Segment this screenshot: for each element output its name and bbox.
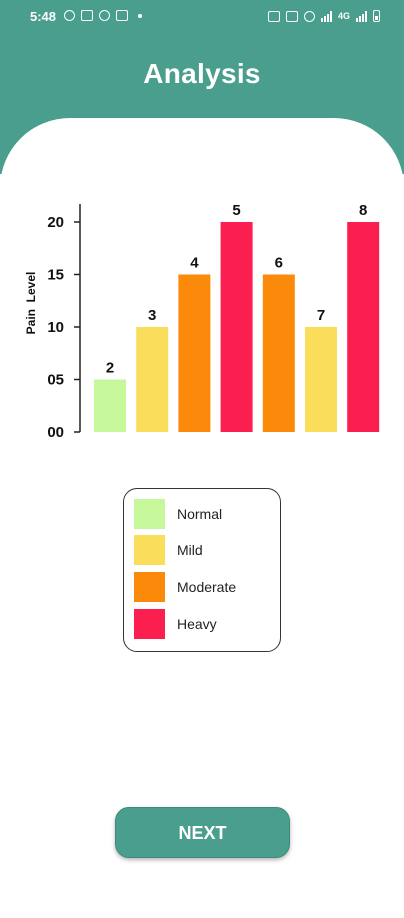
pain-level-chart: 00 05 10 15 20 2 3 4 5 6 7 8 xyxy=(0,190,404,450)
bar-8 xyxy=(347,222,380,432)
legend-item-moderate: Moderate xyxy=(134,572,236,602)
legend-item-mild: Mild xyxy=(134,535,203,565)
y-tick-label: 15 xyxy=(47,267,64,284)
legend-label: Moderate xyxy=(177,579,237,595)
notification-dot xyxy=(138,13,142,18)
legend-item-normal: Normal xyxy=(134,499,222,529)
legend-swatch xyxy=(134,572,165,602)
chart-legend: Normal Mild Moderate Heavy xyxy=(123,488,281,652)
next-button[interactable]: NEXT xyxy=(115,807,290,858)
legend-swatch xyxy=(134,609,165,639)
y-tick-label: 20 xyxy=(47,214,64,231)
bar-5 xyxy=(220,222,253,432)
legend-swatch xyxy=(134,499,165,529)
y-tick-label: 05 xyxy=(47,372,64,389)
legend-label: Heavy xyxy=(177,616,217,632)
y-tick-label: 00 xyxy=(47,424,64,441)
y-axis-label: Pain Level xyxy=(24,271,38,335)
network-type: 4G xyxy=(337,11,350,21)
bar-data-label: 2 xyxy=(106,360,114,377)
bar-2 xyxy=(94,379,126,432)
gmail-icon xyxy=(116,10,128,21)
status-bar: 5:48 4G xyxy=(0,0,404,34)
bar-chart-svg: 00 05 10 15 20 2 3 4 5 6 7 8 xyxy=(47,202,380,441)
bar-3 xyxy=(136,327,169,432)
legend-swatch xyxy=(134,535,165,565)
bar-data-label: 8 xyxy=(359,202,367,219)
bar-data-label: 3 xyxy=(148,307,156,324)
legend-item-heavy: Heavy xyxy=(134,609,217,639)
status-time: 5:48 xyxy=(30,9,57,24)
battery-icon xyxy=(373,10,380,22)
bar-data-label: 6 xyxy=(275,255,283,272)
messenger-icon xyxy=(99,10,110,21)
legend-label: Mild xyxy=(177,542,203,558)
signal-icon-2 xyxy=(356,10,367,22)
page-title: Analysis xyxy=(143,58,261,89)
notification-icons xyxy=(64,10,142,21)
system-icons: 4G xyxy=(267,10,380,22)
bar-data-label: 7 xyxy=(317,307,325,324)
alarm-icon xyxy=(303,10,315,22)
legend-label: Normal xyxy=(177,506,223,522)
bar-6 xyxy=(262,274,295,432)
whatsapp-icon xyxy=(64,10,75,21)
bar-data-label: 4 xyxy=(190,255,199,272)
signal-icon xyxy=(320,10,332,22)
bar-7 xyxy=(305,327,337,432)
instagram-icon xyxy=(81,10,93,21)
bar-4 xyxy=(178,274,211,432)
y-tick-label: 10 xyxy=(47,319,64,336)
content-card xyxy=(0,118,404,918)
bar-data-label: 5 xyxy=(232,202,240,219)
vibrate-icon xyxy=(267,10,280,22)
volte-icon xyxy=(285,10,298,22)
